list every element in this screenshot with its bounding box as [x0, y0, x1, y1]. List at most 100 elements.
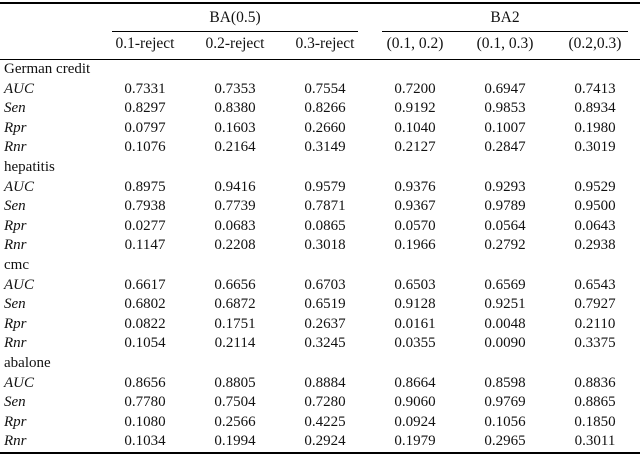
value-cell: 0.2792	[484, 237, 526, 254]
metric-label: Rpr	[4, 217, 27, 234]
value-cell: 0.7780	[124, 394, 166, 411]
column-group-ba2: BA2	[370, 3, 640, 32]
value-cell: 0.7554	[304, 80, 346, 97]
value-cell: 0.4225	[304, 413, 346, 430]
value-cell: 0.3019	[574, 139, 616, 156]
value-cell: 0.1751	[214, 315, 256, 332]
value-cell: 0.1980	[574, 119, 616, 136]
metric-label: Rnr	[4, 139, 27, 156]
value-cell: 0.3011	[574, 433, 616, 450]
value-cell: 0.2938	[574, 237, 616, 254]
value-cell: 0.0797	[124, 119, 166, 136]
value-cell: 0.9192	[394, 100, 436, 117]
value-cell: 0.7353	[214, 80, 256, 97]
value-cell: 0.9500	[574, 198, 616, 215]
value-cell: 0.2660	[304, 119, 346, 136]
value-cell: 0.8975	[124, 178, 166, 195]
value-cell: 0.9789	[484, 198, 526, 215]
dataset-name: German credit	[4, 61, 91, 77]
value-cell: 0.6947	[484, 80, 526, 97]
value-cell: 0.6543	[574, 276, 616, 293]
value-cell: 0.7504	[214, 394, 256, 411]
value-cell: 0.7927	[574, 296, 616, 313]
value-cell: 0.1056	[484, 413, 526, 430]
value-cell: 0.9769	[484, 394, 526, 411]
value-cell: 0.2847	[484, 139, 526, 156]
value-cell: 0.3245	[304, 335, 346, 352]
value-cell: 0.6703	[304, 276, 346, 293]
value-cell: 0.8836	[574, 374, 616, 391]
value-cell: 0.2208	[214, 237, 256, 254]
value-cell: 0.6656	[214, 276, 256, 293]
metric-label: AUC	[4, 178, 34, 195]
table-row: Rnr 0.1054 0.2114 0.3245 0.0355 0.0090 0…	[0, 334, 640, 354]
column-header: 0.3-reject	[280, 32, 370, 60]
metric-label: Rpr	[4, 413, 27, 430]
column-group-header-row: BA(0.5) BA2	[0, 3, 640, 32]
value-cell: 0.8884	[304, 374, 346, 391]
value-cell: 0.7739	[214, 198, 256, 215]
value-cell: 0.0822	[124, 315, 166, 332]
value-cell: 0.3018	[304, 237, 346, 254]
table-row: Sen 0.6802 0.6872 0.6519 0.9128 0.9251 0…	[0, 295, 640, 315]
value-cell: 0.9128	[394, 296, 436, 313]
value-cell: 0.8598	[484, 374, 526, 391]
value-cell: 0.3149	[304, 139, 346, 156]
value-cell: 0.2164	[214, 139, 256, 156]
empty-corner-cell	[0, 3, 100, 32]
value-cell: 0.1966	[394, 237, 436, 254]
table-row: Rnr 0.1034 0.1994 0.2924 0.1979 0.2965 0…	[0, 432, 640, 453]
value-cell: 0.9367	[394, 198, 436, 215]
value-cell: 0.0683	[214, 217, 256, 234]
value-cell: 0.0865	[304, 217, 346, 234]
metric-label: AUC	[4, 374, 34, 391]
value-cell: 0.1603	[214, 119, 256, 136]
value-cell: 0.0643	[574, 217, 616, 234]
value-cell: 0.8934	[574, 100, 616, 117]
value-cell: 0.6802	[124, 296, 166, 313]
table-row: AUC 0.7331 0.7353 0.7554 0.7200 0.6947 0…	[0, 80, 640, 100]
value-cell: 0.6569	[484, 276, 526, 293]
value-cell: 0.1040	[394, 119, 436, 136]
value-cell: 0.0161	[394, 315, 436, 332]
value-cell: 0.3375	[574, 335, 616, 352]
value-cell: 0.2965	[484, 433, 526, 450]
value-cell: 0.2637	[304, 315, 346, 332]
value-cell: 0.1147	[124, 237, 166, 254]
value-cell: 0.7938	[124, 198, 166, 215]
value-cell: 0.6519	[304, 296, 346, 313]
value-cell: 0.0924	[394, 413, 436, 430]
metric-label: Sen	[4, 296, 26, 313]
value-cell: 0.0570	[394, 217, 436, 234]
value-cell: 0.2114	[214, 335, 256, 352]
value-cell: 0.1076	[124, 139, 166, 156]
dataset-name: hepatitis	[4, 158, 55, 175]
table-row: Sen 0.7938 0.7739 0.7871 0.9367 0.9789 0…	[0, 197, 640, 217]
dataset-label-row: hepatitis	[0, 158, 640, 178]
value-cell: 0.2127	[394, 139, 436, 156]
metric-label: Rpr	[4, 119, 27, 136]
table-row: Sen 0.8297 0.8380 0.8266 0.9192 0.9853 0…	[0, 99, 640, 119]
value-cell: 0.1054	[124, 335, 166, 352]
value-cell: 0.9293	[484, 178, 526, 195]
value-cell: 0.8664	[394, 374, 436, 391]
value-cell: 0.1034	[124, 433, 166, 450]
value-cell: 0.0048	[484, 315, 526, 332]
value-cell: 0.8266	[304, 100, 346, 117]
table-row: Rnr 0.1076 0.2164 0.3149 0.2127 0.2847 0…	[0, 138, 640, 158]
metric-label: Rpr	[4, 315, 27, 332]
value-cell: 0.7413	[574, 80, 616, 97]
table-row: Rpr 0.0797 0.1603 0.2660 0.1040 0.1007 0…	[0, 119, 640, 139]
table-row: Rnr 0.1147 0.2208 0.3018 0.1966 0.2792 0…	[0, 236, 640, 256]
table-row: Rpr 0.0822 0.1751 0.2637 0.0161 0.0048 0…	[0, 315, 640, 335]
value-cell: 0.7871	[304, 198, 346, 215]
value-cell: 0.7280	[304, 394, 346, 411]
value-cell: 0.0090	[484, 335, 526, 352]
metric-label: Rnr	[4, 237, 27, 254]
table-row: Sen 0.7780 0.7504 0.7280 0.9060 0.9769 0…	[0, 393, 640, 413]
value-cell: 0.6872	[214, 296, 256, 313]
dataset-label-row: German credit	[0, 60, 640, 80]
metric-label: Rnr	[4, 433, 27, 450]
value-cell: 0.2566	[214, 413, 256, 430]
